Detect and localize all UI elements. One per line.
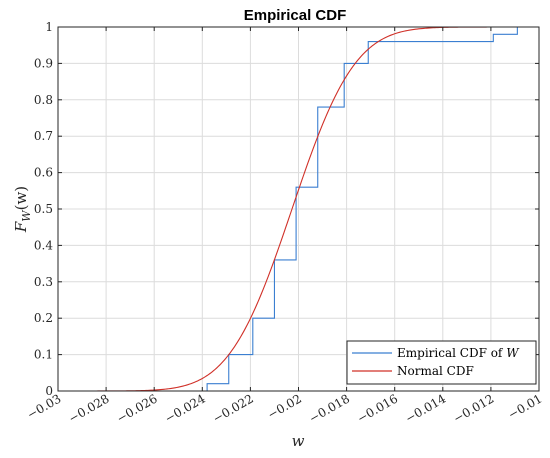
y-tick-label: 0.2	[34, 311, 53, 325]
y-tick-label: 0.5	[34, 202, 53, 216]
x-tick-label: −0.028	[66, 391, 111, 425]
x-tick-label: −0.022	[210, 391, 255, 425]
y-tick-label: 0.7	[34, 129, 53, 143]
x-tick-label: −0.02	[265, 391, 304, 422]
x-tick-label: −0.016	[355, 391, 400, 425]
y-tick-label: 0.8	[34, 93, 53, 107]
y-tick-label: 0.3	[34, 275, 53, 289]
grid	[57, 26, 540, 392]
legend-label-empirical: Empirical CDF of W	[397, 346, 520, 360]
y-axis-label-tail: (w)	[12, 186, 30, 211]
y-tick-label: 0.6	[34, 166, 53, 180]
x-axis-label: w	[292, 432, 305, 450]
x-tick-label: −0.012	[451, 391, 496, 425]
legend-label-normal: Normal CDF	[397, 364, 474, 378]
y-tick-label: 0.1	[34, 348, 53, 362]
y-axis-label: FW(w)	[12, 186, 33, 233]
x-tick-label: −0.024	[162, 391, 208, 426]
x-tick-label: −0.03	[25, 391, 64, 422]
x-tick-label: −0.01	[506, 391, 545, 422]
y-tick-label: 0.4	[34, 238, 53, 252]
legend-label-empirical-var: W	[506, 346, 520, 360]
x-tick-label: −0.014	[403, 391, 449, 426]
y-tick-label: 1	[45, 20, 53, 34]
legend-label-empirical-prefix: Empirical CDF of	[397, 346, 506, 360]
legend-box	[346, 340, 537, 385]
x-tick-label: −0.026	[114, 391, 159, 425]
series-line-empirical-cdf	[58, 26, 539, 392]
y-tick-label: 0	[45, 384, 53, 398]
y-tick-label: 0.9	[34, 56, 53, 70]
legend: Empirical CDF of W Normal CDF	[346, 340, 537, 385]
chart-title: Empirical CDF	[244, 7, 347, 24]
x-tick-label: −0.018	[307, 391, 352, 425]
y-axis-label-sub: W	[20, 209, 33, 222]
y-axis-label-main: F	[12, 221, 30, 233]
